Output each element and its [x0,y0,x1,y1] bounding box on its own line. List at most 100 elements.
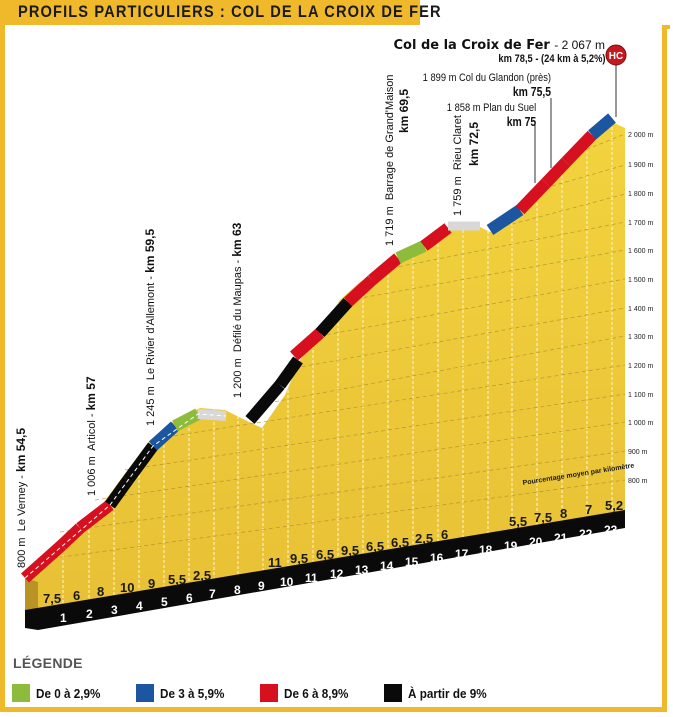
svg-text:8: 8 [560,506,567,521]
svg-text:1 800 m: 1 800 m [628,191,653,198]
segment-km15 [395,240,427,264]
waypoint-maupas-km: km 63 [230,222,244,257]
svg-text:11: 11 [305,571,318,585]
svg-text:8: 8 [97,584,104,599]
svg-text:1 100 m: 1 100 m [628,392,653,399]
svg-text:5: 5 [161,595,168,609]
svg-text:14: 14 [380,559,394,573]
waypoint-rivier-km: km 59,5 [143,228,157,273]
svg-text:1 700 m: 1 700 m [628,220,653,227]
svg-text:12: 12 [330,567,344,581]
svg-text:1 500 m: 1 500 m [628,277,653,284]
svg-text:900 m: 900 m [628,449,648,456]
svg-text:13: 13 [355,563,369,577]
svg-text:10: 10 [120,580,134,595]
waypoint-maupas: 1 200 m Défilé du Maupas - km 63 [230,222,244,398]
legend-item-blue: De 3 à 5,9% [136,683,232,703]
svg-text:7,5: 7,5 [43,591,61,606]
legend-item-black: À partir de 9% [384,683,495,703]
waypoint-articol-alt: 1 006 m [86,456,98,496]
waypoint-articol-name: Articol [86,420,98,451]
legend-item-red: De 6 à 8,9% [260,683,356,703]
segment-km18 [486,205,524,235]
svg-text:3: 3 [111,603,118,617]
svg-text:5,2: 5,2 [605,498,623,513]
waypoint-rivier-name: Le Rivier d'Allemont [145,282,157,381]
waypoint-grandmaison: 1 719 m Barrage de Grand'Maison [384,75,396,247]
waypoint-verney-alt: 800 m [16,537,28,568]
km-base-strip [25,510,625,630]
segment-km10 [275,356,303,389]
svg-text:22: 22 [579,527,593,541]
svg-text:19: 19 [504,539,518,553]
svg-text:15: 15 [405,555,419,569]
summit-details: km 78,5 - (24 km à 5,2%) [497,53,605,65]
svg-text:21: 21 [554,531,568,545]
waypoint-rieuclaret-alt: 1 759 m [452,176,464,216]
svg-text:4: 4 [136,599,143,613]
segment-km2 [57,523,85,550]
waypoint-rieuclaret: 1 759 m Rieu Claret [452,115,464,216]
waypoint-verney-km: km 54,5 [14,427,28,472]
waypoint-plan-suel-text: 1 858 m Plan du Suel [446,102,536,114]
page-title: PROFILS PARTICULIERS : COL DE LA CROIX D… [18,2,442,21]
waypoint-maupas-name: Défilé du Maupas [232,266,244,353]
svg-text:6,5: 6,5 [366,539,384,554]
waypoint-articol: 1 006 m Articol - km 57 [84,376,98,496]
svg-text:6,5: 6,5 [391,535,409,550]
waypoint-verney: 800 m Le Verney - km 54,5 [14,427,28,568]
legend-label-black: À partir de 9% [408,685,487,701]
svg-text:1 000 m: 1 000 m [628,420,653,427]
segment-km9 [245,381,285,424]
svg-text:1 600 m: 1 600 m [628,248,653,255]
waypoint-glandon-km: km 75,5 [512,84,551,99]
svg-text:9: 9 [258,579,265,593]
legend-label-red: De 6 à 8,9% [284,685,349,701]
title-bar: PROFILS PARTICULIERS : COL DE LA CROIX D… [0,0,441,25]
svg-text:7,5: 7,5 [534,510,552,525]
base-front [25,578,38,612]
waypoint-maupas-alt: 1 200 m [232,358,244,398]
hc-badge-icon [605,44,627,66]
svg-text:1: 1 [60,611,67,625]
segment-km16 [420,223,452,251]
waypoint-rieuclaret-name: Rieu Claret [452,115,464,171]
waypoint-plan-suel: 1 858 m Plan du Suel km 75 [431,102,536,129]
waypoint-glandon-text: 1 899 m Col du Glandon (près) [422,72,551,84]
svg-text:1 200 m: 1 200 m [628,363,653,370]
altitude-axis: 2 000 m 1 900 m 1 800 m 1 700 m 1 600 m … [628,132,653,485]
waypoint-rivier-alt: 1 245 m [145,386,157,426]
waypoint-glandon: 1 899 m Col du Glandon (près) km 75,5 [400,72,551,99]
svg-text:20: 20 [529,535,543,549]
summit-label: Col de la Croix de Fer - 2 067 m km 78,5… [394,38,606,66]
legend-item-green: De 0 à 2,9% [12,683,108,703]
hc-badge-text: HC [609,51,623,62]
svg-text:7: 7 [209,587,216,601]
svg-text:9,5: 9,5 [341,543,359,558]
segment-km13 [343,275,377,307]
road-ribbon [21,113,616,583]
waypoint-grandmaison-alt: 1 719 m [384,206,396,246]
svg-text:1 900 m: 1 900 m [628,162,653,169]
segment-km14 [368,253,402,285]
svg-text:8: 8 [234,583,241,597]
svg-text:1 300 m: 1 300 m [628,334,653,341]
segment-km22 [588,113,616,140]
waypoint-grandmaison-name: Barrage de Grand'Maison [384,74,396,201]
svg-text:17: 17 [455,547,469,561]
waypoint-verney-name: Le Verney [16,481,28,532]
svg-text:2: 2 [86,607,93,621]
km-gridlines [62,122,613,603]
svg-text:6: 6 [73,588,80,603]
svg-text:9,5: 9,5 [290,551,308,566]
segment-km20 [541,157,571,188]
waypoint-articol-km: km 57 [84,376,98,411]
segment-km7 [172,408,201,432]
svg-text:7: 7 [585,502,592,517]
summit-altitude: - 2 067 m [554,38,605,52]
svg-text:2 000 m: 2 000 m [628,132,653,139]
legend-label-blue: De 3 à 5,9% [160,685,225,701]
gradient-value-labels: 7,5 6 8 10 9 5,5 2,5 11 9,5 6,5 9,5 6,5 6,5 2,5 6… [43,498,623,606]
